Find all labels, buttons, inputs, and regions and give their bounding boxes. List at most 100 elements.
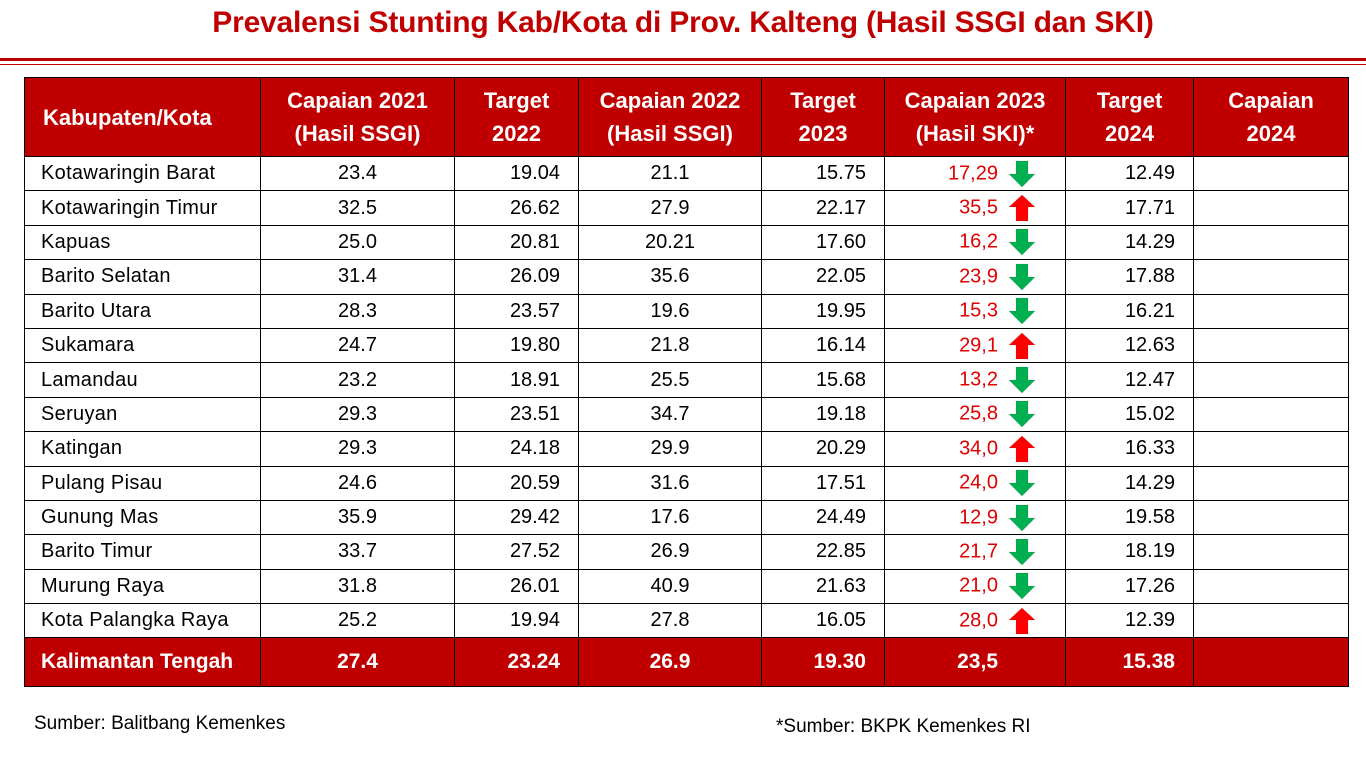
down-arrow-icon	[1008, 160, 1036, 188]
capaian-2023-value: 21,0	[959, 574, 998, 597]
column-header-line1: Capaian	[1228, 88, 1314, 113]
target-2024: 17.71	[1065, 190, 1194, 226]
table-row: Kapuas 25.0 20.81 20.21 17.60 16,2 14.29	[24, 224, 1349, 261]
column-header: Target 2023	[761, 77, 885, 157]
capaian-2021: 25.2	[260, 603, 455, 639]
capaian-2022: 21.8	[578, 327, 762, 364]
target-2023: 17.60	[761, 224, 885, 261]
capaian-2024	[1193, 190, 1349, 226]
capaian-2022: 35.6	[578, 259, 762, 295]
target-2023: 22.85	[761, 534, 885, 570]
target-2024: 12.47	[1065, 362, 1194, 398]
capaian-2023-value: 34,0	[959, 437, 998, 460]
table-row: Seruyan 29.3 23.51 34.7 19.18 25,8 15.02	[24, 396, 1349, 433]
down-arrow-icon	[1008, 504, 1036, 532]
capaian-2023: 13,2	[884, 362, 1066, 398]
target-2023: 24.49	[761, 499, 885, 536]
column-header-line2: (Hasil SSGI)	[294, 121, 421, 146]
page-title: Prevalensi Stunting Kab/Kota di Prov. Ka…	[212, 6, 1154, 39]
capaian-2023: 21,7	[884, 534, 1066, 570]
column-header: Target 2022	[454, 77, 579, 157]
target-2024: 15.02	[1065, 396, 1194, 433]
capaian-2023-value: 12,9	[959, 506, 998, 529]
capaian-2021: 27.4	[260, 637, 455, 688]
region-name: Sukamara	[24, 327, 261, 364]
target-2023: 21.63	[761, 568, 885, 605]
target-2022: 26.62	[454, 190, 579, 226]
capaian-2021: 23.2	[260, 362, 455, 398]
target-2022: 23.51	[454, 396, 579, 433]
region-name: Murung Raya	[24, 568, 261, 605]
target-2024: 16.33	[1065, 431, 1194, 467]
capaian-2023: 21,0	[884, 568, 1066, 605]
title-divider-thin	[0, 64, 1366, 65]
target-2023: 15.68	[761, 362, 885, 398]
column-header-line2: 2024	[1105, 121, 1154, 146]
target-2022: 18.91	[454, 362, 579, 398]
down-arrow-icon	[1008, 469, 1036, 497]
down-arrow-icon	[1008, 229, 1036, 256]
down-arrow-icon	[1008, 401, 1036, 428]
up-arrow-icon	[1008, 194, 1036, 222]
column-header: Kabupaten/Kota	[24, 77, 261, 157]
target-2024: 12.63	[1065, 327, 1194, 364]
column-header-line2: 2022	[492, 121, 541, 146]
region-name: Katingan	[24, 431, 261, 467]
up-arrow-icon	[1008, 607, 1036, 635]
capaian-2021: 29.3	[260, 431, 455, 467]
capaian-2024	[1193, 293, 1349, 329]
target-2022: 23.24	[454, 637, 579, 688]
capaian-2022: 20.21	[578, 224, 762, 261]
capaian-2021: 28.3	[260, 293, 455, 329]
target-2024: 14.29	[1065, 465, 1194, 501]
capaian-2022: 25.5	[578, 362, 762, 398]
down-arrow-icon	[1008, 366, 1036, 394]
column-header-line1: Capaian 2023	[904, 88, 1046, 113]
capaian-2023-value: 35,5	[959, 196, 998, 219]
table-row: Kotawaringin Timur 32.5 26.62 27.9 22.17 35,5…	[24, 190, 1349, 226]
target-2023: 20.29	[761, 431, 885, 467]
capaian-2024	[1193, 568, 1349, 605]
capaian-2022: 26.9	[578, 637, 762, 688]
capaian-2023-value: 23,5	[957, 650, 998, 674]
target-2024: 15.38	[1065, 637, 1194, 688]
target-2022: 20.81	[454, 224, 579, 261]
target-2024: 17.88	[1065, 259, 1194, 295]
region-name: Pulang Pisau	[24, 465, 261, 501]
column-header-line1: Target	[1096, 88, 1163, 113]
capaian-2024	[1193, 534, 1349, 570]
target-2023: 22.17	[761, 190, 885, 226]
capaian-2023: 23,5	[884, 637, 1066, 688]
capaian-2021: 32.5	[260, 190, 455, 226]
capaian-2021: 33.7	[260, 534, 455, 570]
capaian-2023: 34,0	[884, 431, 1066, 467]
table-row: Barito Utara 28.3 23.57 19.6 19.95 15,3 16.21	[24, 293, 1349, 329]
target-2024: 12.49	[1065, 155, 1194, 192]
capaian-2024	[1193, 224, 1349, 261]
target-2023: 19.18	[761, 396, 885, 433]
column-header-line1: Target	[483, 88, 550, 113]
target-2024: 12.39	[1065, 603, 1194, 639]
column-header-line2: 2024	[1246, 121, 1296, 146]
capaian-2022: 17.6	[578, 499, 762, 536]
capaian-2022: 21.1	[578, 155, 762, 192]
capaian-2021: 35.9	[260, 499, 455, 536]
table-row: Sukamara 24.7 19.80 21.8 16.14 29,1 12.63	[24, 327, 1349, 364]
column-header: Target 2024	[1065, 77, 1194, 157]
capaian-2024	[1193, 465, 1349, 501]
target-2023: 16.14	[761, 327, 885, 364]
capaian-2023-value: 15,3	[959, 299, 998, 322]
source-note: Sumber: Balitbang Kemenkes	[34, 713, 286, 734]
capaian-2023-value: 17,29	[947, 162, 998, 185]
table-row: Pulang Pisau 24.6 20.59 31.6 17.51 24,0 14.29	[24, 465, 1349, 501]
target-2023: 15.75	[761, 155, 885, 192]
column-header-line1: Capaian 2021	[287, 88, 428, 113]
target-2024: 18.19	[1065, 534, 1194, 570]
target-2024: 14.29	[1065, 224, 1194, 261]
capaian-2023-value: 25,8	[959, 402, 998, 425]
capaian-2022: 26.9	[578, 534, 762, 570]
column-header-line2: (Hasil SKI)*	[915, 121, 1035, 146]
capaian-2023: 28,0	[884, 603, 1066, 639]
target-2024: 17.26	[1065, 568, 1194, 605]
capaian-2023-value: 23,9	[959, 265, 998, 288]
